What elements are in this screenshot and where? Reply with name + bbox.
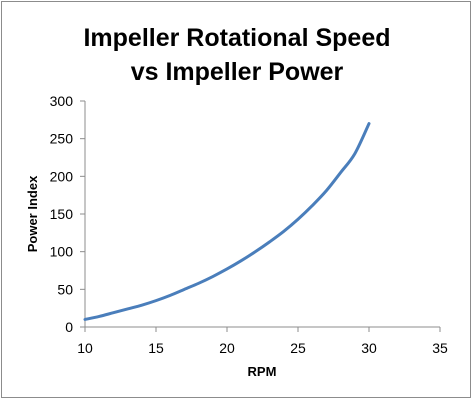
y-tick-label: 250 [50,131,74,147]
x-axis-ticks: 10 15 20 25 30 35 [77,327,448,356]
x-tick-label: 35 [432,340,448,356]
y-tick-label: 150 [50,206,74,222]
y-axis-ticks: 0 50 100 150 200 250 300 [50,93,85,335]
series-layer [83,122,371,321]
x-tick-label: 10 [77,340,93,356]
y-axis-label: Power Index [25,175,40,252]
series-line-1 [83,122,371,321]
x-tick-label: 15 [148,340,164,356]
y-tick-label: 200 [50,168,74,184]
y-tick-label: 100 [50,244,74,260]
x-tick-label: 25 [290,340,306,356]
x-axis-label: RPM [248,364,277,379]
y-tick-label: 50 [57,281,73,297]
chart-title-line-2: vs Impeller Power [131,58,344,86]
x-tick-label: 30 [361,340,377,356]
y-tick-label: 0 [65,319,73,335]
y-tick-label: 300 [50,93,74,109]
x-tick-label: 20 [219,340,235,356]
chart-title-line-1: Impeller Rotational Speed [83,24,390,52]
